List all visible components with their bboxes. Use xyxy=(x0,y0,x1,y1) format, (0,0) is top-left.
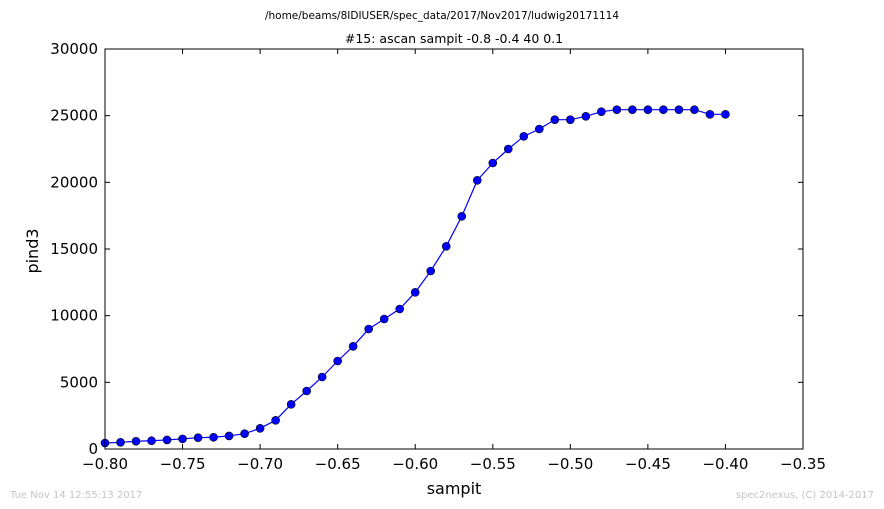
x-tick-label: −0.80 xyxy=(82,455,128,473)
x-tick-label: −0.45 xyxy=(625,455,671,473)
data-point xyxy=(721,110,730,119)
data-point xyxy=(457,212,467,221)
data-point xyxy=(178,434,187,444)
data-point xyxy=(395,304,405,314)
data-point xyxy=(286,400,296,409)
file-path: /home/beams/8IDIUSER/spec_data/2017/Nov2… xyxy=(265,10,619,22)
plot-area: −0.80 −0.75 −0.70 −0.65 −0.60 −0.55 −0.50 −0.45… xyxy=(50,40,826,473)
x-tick-label: −0.40 xyxy=(702,455,748,473)
y-tick-label: 25000 xyxy=(50,107,98,125)
data-point xyxy=(348,342,358,351)
data-point xyxy=(612,105,622,114)
timestamp: Tue Nov 14 12:55:13 2017 xyxy=(9,490,142,501)
data-point xyxy=(317,372,327,382)
data-point xyxy=(379,314,389,324)
data-point xyxy=(550,115,560,124)
data-point xyxy=(364,324,373,334)
data-point xyxy=(503,144,513,154)
x-tick-label: −0.65 xyxy=(315,455,361,473)
data-point xyxy=(441,242,451,251)
data-point xyxy=(209,432,218,442)
data-point xyxy=(426,266,436,276)
data-point xyxy=(581,112,591,121)
x-axis-label: sampit xyxy=(427,479,482,498)
data-point xyxy=(705,110,715,119)
data-point xyxy=(240,429,249,438)
y-tick-label: 10000 xyxy=(50,307,98,325)
y-tick-label: 5000 xyxy=(60,373,98,391)
x-axis-ticks: −0.80 −0.75 −0.70 −0.65 −0.60 −0.55 −0.50 −0.45… xyxy=(82,49,826,473)
data-point xyxy=(333,356,342,366)
y-tick-label: 15000 xyxy=(50,240,98,258)
y-axis-label: pind3 xyxy=(23,228,42,273)
y-tick-label: 20000 xyxy=(50,173,98,191)
data-point xyxy=(488,158,498,168)
x-tick-label: −0.55 xyxy=(470,455,516,473)
data-point xyxy=(628,105,637,114)
data-point xyxy=(271,416,280,425)
data-point xyxy=(116,438,125,447)
x-tick-label: −0.60 xyxy=(392,455,438,473)
series-markers xyxy=(100,105,730,448)
data-point xyxy=(597,107,606,116)
data-point xyxy=(472,176,482,185)
data-point xyxy=(147,436,156,446)
x-tick-label: −0.70 xyxy=(237,455,283,473)
data-point xyxy=(519,132,529,141)
chart-title: #15: ascan sampit -0.8 -0.4 40 0.1 xyxy=(345,31,563,46)
data-point xyxy=(643,105,653,114)
data-point xyxy=(224,431,234,441)
y-tick-label: 30000 xyxy=(50,40,98,58)
series-line xyxy=(104,109,726,444)
data-point xyxy=(162,435,172,445)
credit: spec2nexus, (C) 2014-2017 xyxy=(736,490,874,501)
data-point xyxy=(566,115,575,124)
data-point xyxy=(302,386,311,396)
data-point xyxy=(674,105,684,114)
x-tick-label: −0.50 xyxy=(547,455,593,473)
data-point xyxy=(659,105,668,114)
x-tick-label: −0.35 xyxy=(780,455,826,473)
x-tick-label: −0.75 xyxy=(160,455,206,473)
data-point xyxy=(535,124,544,134)
data-point xyxy=(690,105,699,114)
data-point xyxy=(255,424,265,433)
data-point xyxy=(193,433,203,442)
y-tick-label: 0 xyxy=(88,440,98,458)
data-point xyxy=(410,288,420,297)
data-point xyxy=(131,436,141,446)
y-axis-ticks: 0 5000 10000 15000 20000 25000 30000 xyxy=(50,40,803,458)
